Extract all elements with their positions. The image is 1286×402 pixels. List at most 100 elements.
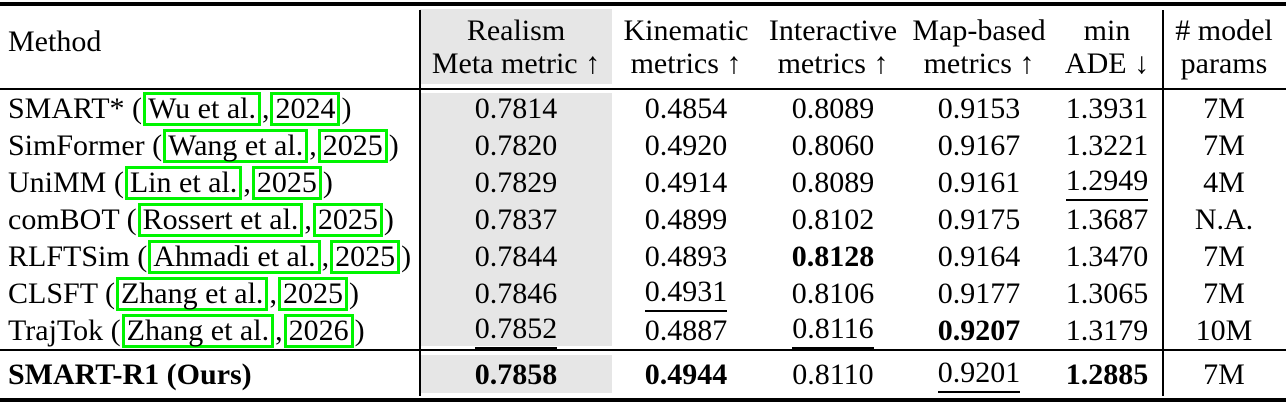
value-cell-kinematic: 0.4887	[612, 312, 760, 349]
method-label: RLFTSim (	[8, 239, 148, 273]
value-cell-realism: 0.7846	[420, 275, 612, 312]
method-label-suffix: )	[383, 202, 394, 236]
value-text: 0.4944	[644, 357, 728, 391]
column-header-model-params: # model params	[1162, 6, 1286, 88]
value-text: 1.3470	[1065, 239, 1149, 273]
citation-year-link[interactable]: 2025	[251, 165, 322, 200]
column-header-line1: Map-based	[912, 14, 1046, 47]
column-header-line2: ADE ↓	[1064, 47, 1150, 80]
citation-author-link[interactable]: Zhang et al.	[115, 276, 269, 311]
column-header-map-based: Map-based metrics ↑	[906, 6, 1052, 88]
table-row: CLSFT (Zhang et al., 2025) 0.7846 0.4931 0.…	[0, 275, 1286, 312]
citation-separator: ,	[321, 239, 330, 273]
value-cell-params: 10M	[1162, 312, 1286, 349]
method-label: UniMM (	[8, 165, 124, 199]
method-label-suffix: )	[401, 239, 412, 273]
value-text: 0.7837	[474, 202, 558, 236]
value-cell-realism: 0.7820	[420, 127, 612, 164]
column-header-method: Method	[8, 25, 102, 58]
value-text: 0.8128	[791, 239, 875, 273]
value-text: 1.2949	[1065, 164, 1149, 201]
citation-year-link[interactable]: 2026	[283, 313, 354, 348]
ours-table-row: SMART-R1 (Ours) 0.7858 0.4944 0.8110 0.9201 1…	[0, 351, 1286, 398]
citation-author-link[interactable]: Zhang et al.	[121, 313, 275, 348]
method-cell: SimFormer (Wang et al., 2025)	[0, 127, 420, 164]
citation-year-link[interactable]: 2024	[270, 91, 341, 126]
citation-author-link[interactable]: Rossert et al.	[137, 202, 304, 237]
vertical-rule-params	[1162, 10, 1164, 396]
citation-year-link[interactable]: 2025	[277, 276, 348, 311]
value-text: 1.3179	[1065, 313, 1149, 347]
table-row: comBOT (Rossert et al., 2025) 0.7837 0.489…	[0, 201, 1286, 238]
value-cell-min-ade: 1.3931	[1052, 90, 1162, 127]
method-cell: TrajTok (Zhang et al., 2026)	[0, 312, 420, 349]
citation-year-link[interactable]: 2025	[312, 202, 383, 237]
value-text: 0.9175	[937, 202, 1021, 236]
value-cell-params: 7M	[1162, 127, 1286, 164]
value-cell-map-based: 0.9207	[906, 312, 1052, 349]
citation-author-link[interactable]: Wang et al.	[163, 128, 309, 163]
citation-author-link[interactable]: Wu et al.	[143, 91, 261, 126]
value-text: 0.9164	[937, 239, 1021, 273]
method-cell: RLFTSim (Ahmadi et al., 2025)	[0, 238, 420, 275]
bottom-rule	[0, 398, 1286, 402]
method-label-suffix: )	[322, 165, 333, 199]
method-cell: UniMM (Lin et al., 2025)	[0, 164, 420, 201]
value-text: 7M	[1203, 276, 1245, 310]
value-text: 0.8089	[791, 165, 875, 199]
method-label: SimFormer (	[8, 128, 163, 162]
value-cell-min-ade: 1.2885	[1052, 351, 1162, 398]
column-header-interactive: Interactive metrics ↑	[760, 6, 906, 88]
column-header-line1: min	[1083, 14, 1131, 47]
citation-year-link[interactable]: 2025	[317, 128, 388, 163]
value-cell-kinematic: 0.4899	[612, 201, 760, 238]
column-header-line2: metrics ↑	[630, 47, 742, 80]
value-text: 0.9207	[937, 313, 1021, 347]
value-text: 0.9153	[937, 91, 1021, 125]
citation-author-link[interactable]: Lin et al.	[124, 165, 243, 200]
value-cell-params: 4M	[1162, 164, 1286, 201]
value-cell-realism: 0.7829	[420, 164, 612, 201]
ours-separator-rule	[0, 349, 1286, 351]
column-header-line2: params	[1180, 47, 1268, 80]
value-cell-min-ade: 1.3221	[1052, 127, 1162, 164]
value-cell-min-ade: 1.2949	[1052, 164, 1162, 201]
table-row: SimFormer (Wang et al., 2025) 0.7820 0.492…	[0, 127, 1286, 164]
citation-author-link[interactable]: Ahmadi et al.	[148, 239, 321, 274]
value-text: 0.8102	[791, 202, 875, 236]
column-header-line2: Meta metric ↑	[431, 47, 601, 80]
table-row: SMART* (Wu et al., 2024) 0.7814 0.4854 0.80…	[0, 90, 1286, 127]
value-cell-interactive: 0.8060	[760, 127, 906, 164]
value-cell-map-based: 0.9167	[906, 127, 1052, 164]
citation-year-link[interactable]: 2025	[330, 239, 401, 274]
value-text: 0.9177	[937, 276, 1021, 310]
value-text: 0.8116	[792, 312, 874, 349]
value-text: 0.9201	[937, 356, 1021, 393]
value-cell-kinematic: 0.4920	[612, 127, 760, 164]
value-text: 1.3221	[1065, 128, 1149, 162]
value-text: 0.8110	[792, 357, 874, 391]
method-cell: CLSFT (Zhang et al., 2025)	[0, 275, 420, 312]
column-header-line1: Interactive	[768, 14, 898, 47]
value-text: 4M	[1203, 165, 1245, 199]
value-text: 0.4899	[644, 202, 728, 236]
value-cell-params: 7M	[1162, 275, 1286, 312]
value-cell-params: 7M	[1162, 90, 1286, 127]
citation-separator: ,	[304, 202, 312, 236]
method-label: TrajTok (	[8, 313, 121, 347]
column-header-kinematic: Kinematic metrics ↑	[612, 6, 760, 88]
value-cell-realism: 0.7814	[420, 90, 612, 127]
value-cell-kinematic: 0.4854	[612, 90, 760, 127]
value-text: 0.4893	[644, 239, 728, 273]
top-rule	[0, 2, 1286, 6]
method-label-suffix: )	[354, 313, 365, 347]
value-cell-interactive: 0.8106	[760, 275, 906, 312]
value-cell-map-based: 0.9164	[906, 238, 1052, 275]
value-cell-interactive: 0.8116	[760, 312, 906, 349]
value-text: 1.2885	[1065, 357, 1149, 391]
value-cell-interactive: 0.8089	[760, 90, 906, 127]
table-body: SMART* (Wu et al., 2024) 0.7814 0.4854 0.80…	[0, 90, 1286, 349]
citation-separator: ,	[243, 165, 251, 199]
column-header-min-ade: min ADE ↓	[1052, 6, 1162, 88]
citation-separator: ,	[261, 91, 270, 125]
